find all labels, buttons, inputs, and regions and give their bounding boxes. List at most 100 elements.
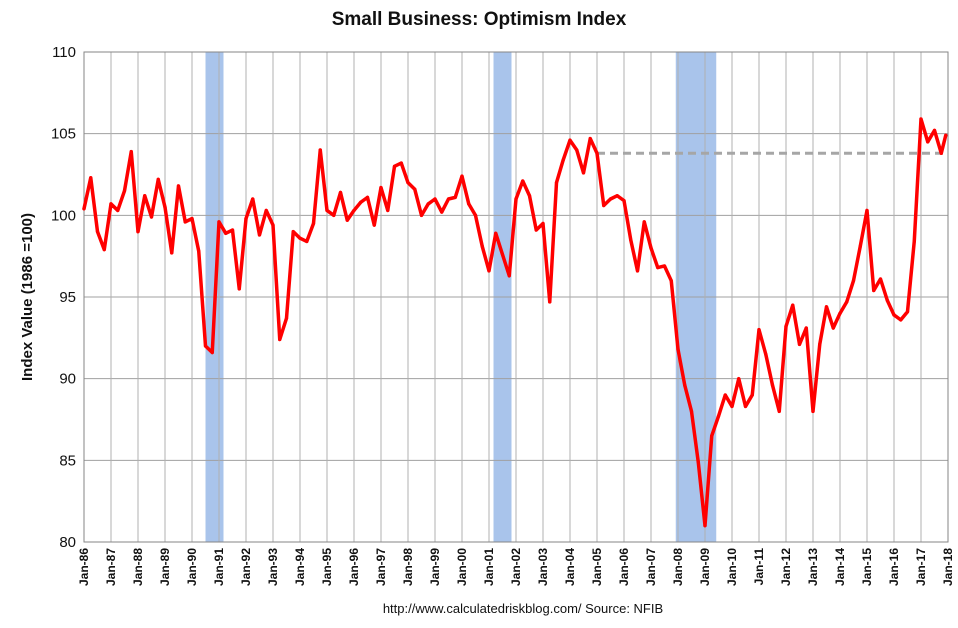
x-tick-label: Jan-86 <box>77 548 91 586</box>
data-point <box>217 220 221 224</box>
x-tick-label: Jan-01 <box>482 548 496 586</box>
data-point <box>237 287 241 291</box>
data-point <box>642 220 646 224</box>
data-point <box>426 202 430 206</box>
data-point <box>649 246 653 250</box>
data-point <box>311 221 316 226</box>
data-point <box>365 195 370 199</box>
x-tick-label: Jan-98 <box>401 548 415 586</box>
data-point <box>602 203 606 208</box>
data-point <box>203 344 208 348</box>
x-tick-label: Jan-04 <box>563 548 577 586</box>
data-point <box>777 409 781 413</box>
data-point <box>399 161 403 165</box>
data-point <box>345 218 349 222</box>
data-point <box>872 288 876 293</box>
data-point <box>419 213 424 217</box>
data-point <box>210 350 214 355</box>
data-point <box>372 223 376 227</box>
x-tick-label: Jan-10 <box>725 548 739 586</box>
data-point <box>831 326 835 330</box>
data-point <box>230 228 235 232</box>
data-point <box>899 318 903 322</box>
data-point <box>352 208 356 213</box>
data-point <box>838 311 842 315</box>
data-point <box>278 337 282 342</box>
data-point <box>676 347 680 351</box>
data-point <box>912 239 916 244</box>
data-point <box>932 128 937 132</box>
x-tick-label: Jan-88 <box>131 548 145 586</box>
data-point <box>359 200 363 204</box>
data-point <box>291 230 295 234</box>
data-point <box>332 213 336 217</box>
x-tick-label: Jan-15 <box>860 548 874 586</box>
data-point <box>534 228 538 232</box>
data-point <box>95 230 100 234</box>
data-point <box>824 305 829 309</box>
data-point <box>305 239 309 244</box>
data-point <box>845 300 849 304</box>
data-point <box>716 414 721 418</box>
x-axis-ticks: Jan-86 Jan-87 Jan-88 Jan-89 Jan-90 Jan-91 Jan-… <box>77 548 955 586</box>
data-point <box>939 151 943 155</box>
data-point <box>149 215 154 219</box>
data-point <box>588 136 592 141</box>
y-tick-label: 105 <box>51 126 76 143</box>
x-tick-label: Jan-96 <box>347 548 361 586</box>
data-point <box>143 194 147 198</box>
data-point <box>318 148 322 152</box>
x-tick-label: Jan-99 <box>428 548 442 586</box>
x-tick-label: Jan-91 <box>212 548 226 586</box>
data-point <box>527 194 532 198</box>
data-point <box>554 181 559 185</box>
data-point <box>656 266 660 270</box>
data-point <box>737 377 741 381</box>
data-point <box>548 300 552 304</box>
plot-area-border <box>83 51 949 543</box>
data-point <box>224 231 228 235</box>
x-tick-label: Jan-13 <box>806 548 820 586</box>
data-point <box>865 208 869 213</box>
x-tick-label: Jan-89 <box>158 548 172 586</box>
data-point <box>122 189 127 193</box>
data-point <box>635 269 640 273</box>
data-point <box>473 213 478 217</box>
data-point <box>156 177 160 181</box>
data-point <box>338 190 343 195</box>
data-point <box>197 249 201 253</box>
data-point <box>413 187 417 191</box>
data-point <box>392 164 397 168</box>
data-point <box>190 217 194 221</box>
data-point <box>804 326 808 330</box>
x-tick-label: Jan-17 <box>914 548 928 586</box>
data-point <box>453 195 457 199</box>
data-point <box>89 176 93 180</box>
data-point <box>683 383 687 387</box>
data-point <box>298 236 302 240</box>
data-point <box>622 199 626 203</box>
data-point <box>919 117 923 121</box>
y-axis-label: Index Value (1986 =100) <box>19 213 36 381</box>
data-point <box>521 179 525 183</box>
data-point <box>926 140 930 144</box>
data-point <box>541 221 545 226</box>
data-point <box>764 352 768 356</box>
y-tick-label: 85 <box>59 452 76 469</box>
y-tick-label: 100 <box>51 207 76 224</box>
data-point <box>500 252 505 257</box>
data-point <box>784 324 788 328</box>
data-point <box>176 184 181 188</box>
data-point <box>858 244 862 248</box>
x-tick-label: Jan-02 <box>509 548 523 586</box>
y-tick-label: 80 <box>59 534 76 551</box>
data-point <box>608 197 613 201</box>
data-point <box>743 404 748 409</box>
data-point <box>494 231 498 235</box>
data-point <box>433 197 437 201</box>
data-point <box>163 205 167 209</box>
y-tick-label: 90 <box>59 371 76 388</box>
data-point <box>710 434 714 438</box>
